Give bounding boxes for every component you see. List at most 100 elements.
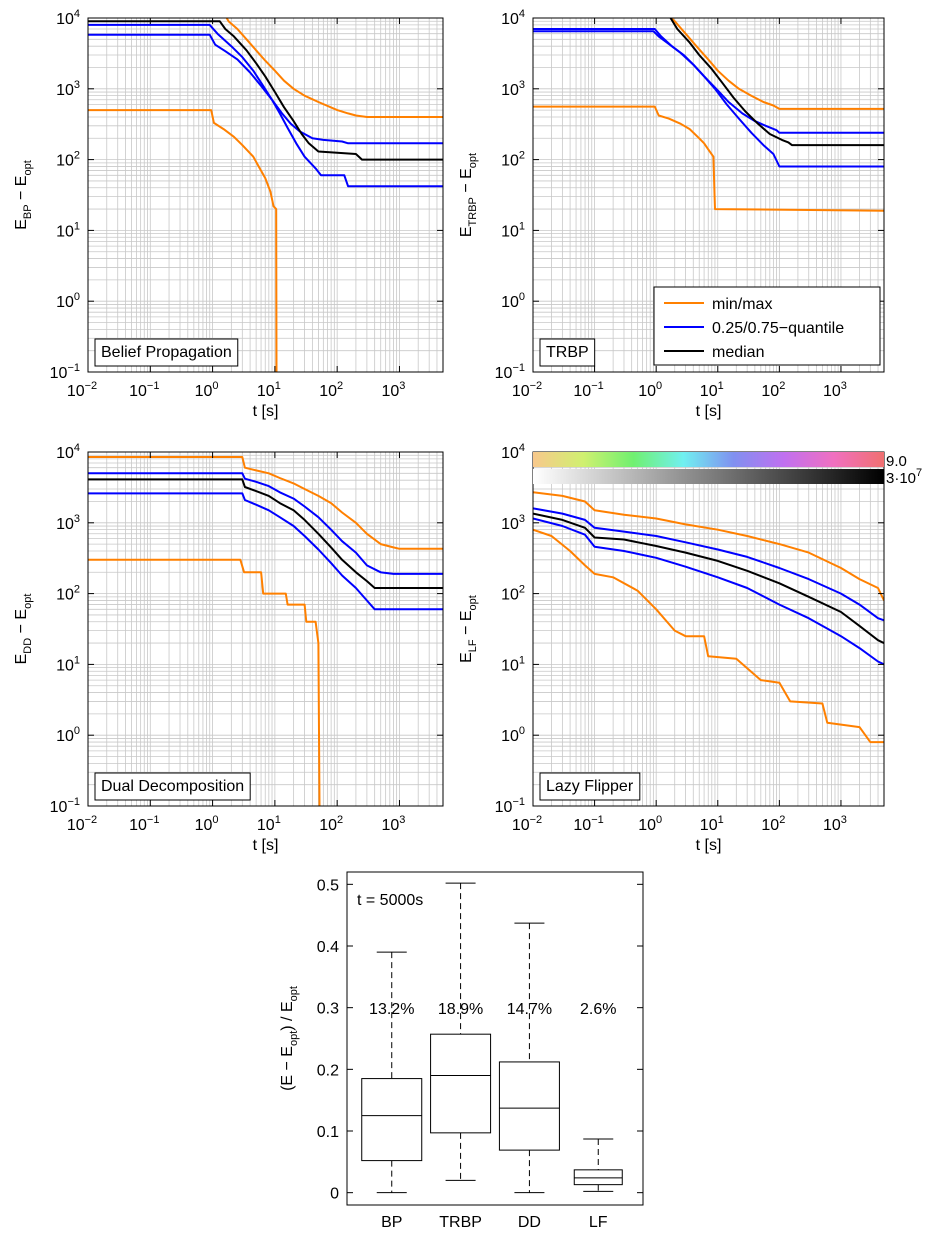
- percent-label: 18.9%: [438, 1001, 483, 1018]
- colorbar-label: 3·107: [886, 467, 922, 487]
- series-max: [225, 18, 443, 118]
- y-tick-label: 102: [56, 584, 80, 604]
- series-max: [88, 456, 443, 550]
- y-axis-label: (E − Eopt) / Eopt: [279, 986, 300, 1091]
- y-tick-label: 103: [56, 79, 80, 99]
- plot-frame: [87, 17, 444, 373]
- y-tick-label: 103: [56, 513, 80, 533]
- series-min: [88, 558, 321, 806]
- y-tick-label: 101: [501, 220, 525, 240]
- box-iqr: [430, 1033, 492, 1134]
- x-tick-label: 10−1: [573, 380, 603, 400]
- plot-frame: [532, 17, 885, 373]
- percent-label: 13.2%: [369, 1001, 414, 1018]
- x-tick-label: 103: [381, 814, 405, 834]
- y-tick-label: 0: [330, 1186, 339, 1203]
- x-tick-label: 100: [195, 814, 219, 834]
- legend-label: min/max: [712, 296, 772, 313]
- annotation-frame: [94, 772, 251, 801]
- y-tick-label: 10−1: [50, 796, 80, 816]
- y-axis-label: EDD − Eopt: [13, 594, 34, 665]
- y-tick-label: 102: [501, 584, 525, 604]
- x-tick-label: 102: [319, 380, 343, 400]
- chart-trbp: 10−2 10−1 100 101 102 10310−1100101102103104t…: [458, 8, 885, 420]
- annotation-frame: [94, 338, 239, 367]
- plot-frame: [346, 871, 644, 1206]
- series-q75: [533, 30, 884, 134]
- y-tick-label: 0.4: [317, 939, 339, 956]
- series-q75: [88, 472, 443, 575]
- annotation-box: Belief Propagation: [94, 338, 239, 367]
- y-tick-label: 103: [501, 513, 525, 533]
- series-group: [533, 491, 884, 744]
- y-tick-label: 101: [56, 654, 80, 674]
- y-tick-label: 102: [501, 150, 525, 170]
- x-tick-label: 10−2: [512, 380, 542, 400]
- grid: [87, 452, 444, 807]
- annotation-frame: [539, 338, 596, 367]
- y-tick-label: 100: [56, 291, 80, 311]
- y-tick-label: 0.2: [317, 1062, 339, 1079]
- category-label: LF: [589, 1214, 608, 1231]
- box-iqr: [498, 1061, 560, 1151]
- x-tick-label: 101: [257, 380, 281, 400]
- percent-label: 14.7%: [507, 1001, 552, 1018]
- series-group: [88, 18, 443, 372]
- y-tick-label: 100: [501, 291, 525, 311]
- x-tick-label: 10−2: [512, 814, 542, 834]
- annotation-frame: [539, 772, 641, 801]
- series-median: [533, 512, 884, 645]
- box-TRBP: [430, 882, 492, 1181]
- y-tick-label: 10−1: [50, 362, 80, 382]
- x-tick-label: 102: [761, 814, 785, 834]
- x-tick-label: 10−2: [67, 814, 97, 834]
- x-tick-label: 102: [761, 380, 785, 400]
- annotation-text: TRBP: [546, 344, 589, 361]
- legend-label: 0.25/0.75−quantile: [712, 320, 844, 337]
- x-tick-label: 10−1: [573, 814, 603, 834]
- x-tick-label: 100: [638, 814, 662, 834]
- x-tick-label: 100: [638, 380, 662, 400]
- x-tick-label: 103: [823, 380, 847, 400]
- y-tick-label: 0.1: [317, 1124, 339, 1141]
- series-q25: [88, 492, 443, 611]
- y-axis-label: EBP − Eopt: [13, 160, 34, 230]
- annotation-text: Belief Propagation: [101, 344, 232, 361]
- box-LF: [573, 1138, 623, 1192]
- category-label: DD: [518, 1214, 541, 1231]
- colorbar-label: 9.0: [886, 453, 907, 470]
- annotation-text: t = 5000s: [357, 892, 423, 909]
- y-tick-label: 10−1: [495, 362, 525, 382]
- x-tick-label: 101: [700, 380, 724, 400]
- series-median: [88, 478, 443, 589]
- legend-label: median: [712, 344, 764, 361]
- y-tick-label: 104: [56, 442, 80, 462]
- x-tick-label: 10−2: [67, 380, 97, 400]
- x-tick-label: 10−1: [129, 380, 159, 400]
- legend: min/max 0.25/0.75−quantile median: [653, 286, 881, 366]
- series-q25: [88, 23, 443, 188]
- y-tick-label: 101: [501, 654, 525, 674]
- series-q25: [533, 28, 884, 168]
- x-tick-label: 101: [700, 814, 724, 834]
- y-tick-label: 102: [56, 150, 80, 170]
- series-q75: [533, 507, 884, 622]
- colorbar: [533, 452, 884, 467]
- x-axis-label: t [s]: [253, 837, 279, 854]
- y-tick-label: 10−1: [495, 796, 525, 816]
- annotation-box: TRBP: [539, 338, 596, 367]
- y-tick-label: 0.3: [317, 1001, 339, 1018]
- x-tick-label: 100: [195, 380, 219, 400]
- annotation-box: Lazy Flipper: [539, 772, 641, 801]
- x-axis-label: t [s]: [253, 403, 279, 420]
- series-min: [533, 528, 884, 744]
- y-tick-label: 101: [56, 220, 80, 240]
- series-q25: [533, 517, 884, 666]
- y-tick-label: 103: [501, 79, 525, 99]
- series-median: [669, 18, 884, 147]
- y-tick-label: 0.5: [317, 877, 339, 894]
- y-axis-label: ETRBP − Eopt: [458, 153, 479, 237]
- x-axis-label: t [s]: [696, 403, 722, 420]
- annotation-text: Lazy Flipper: [546, 778, 634, 795]
